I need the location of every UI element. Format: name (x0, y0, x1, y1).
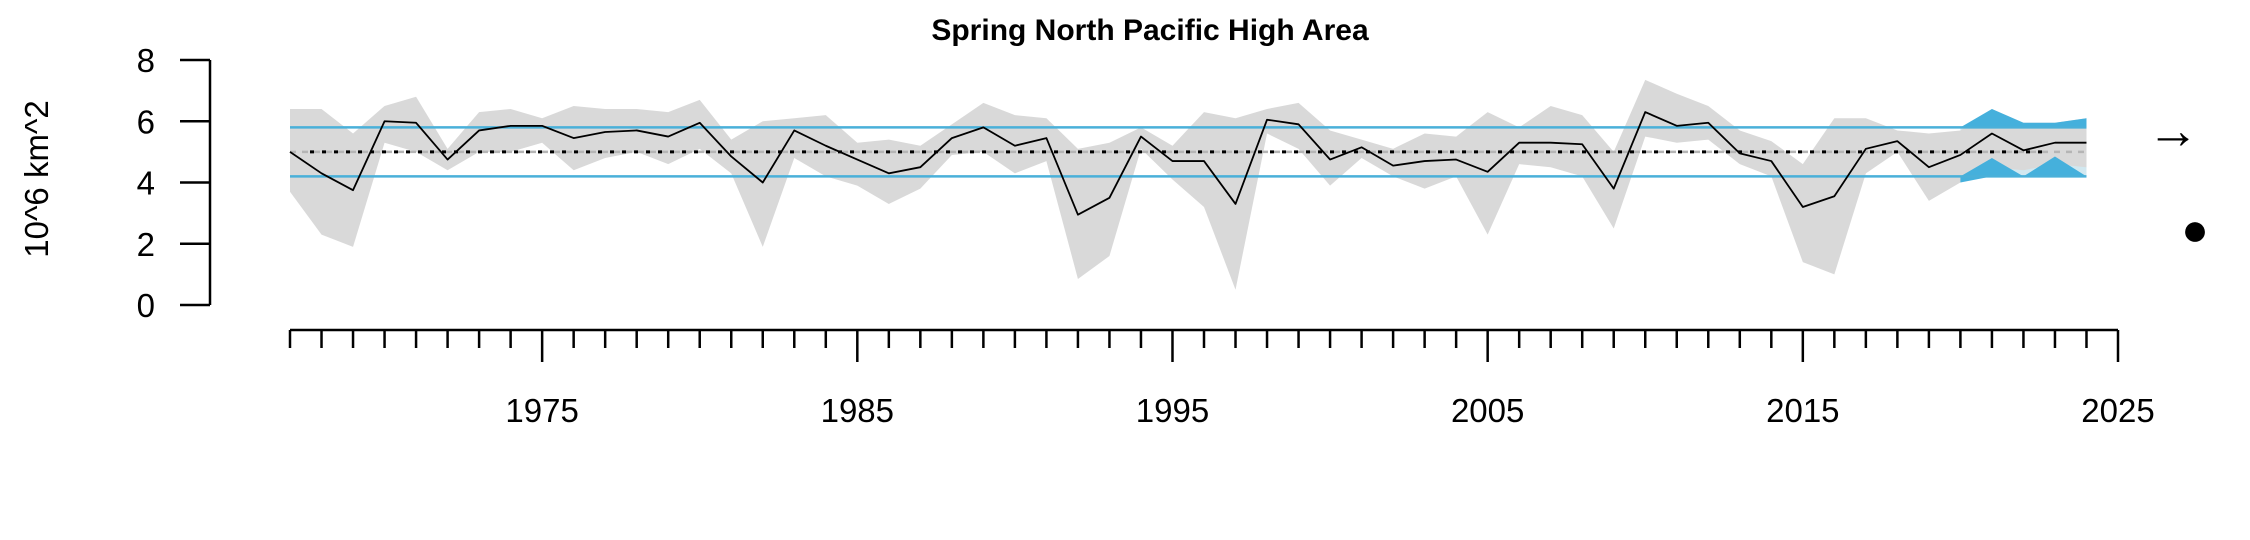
x-tick-label: 1995 (1136, 392, 1209, 429)
recent-above-sd (1960, 109, 2087, 128)
x-tick-label: 2005 (1451, 392, 1524, 429)
y-tick-label: 2 (137, 226, 155, 263)
y-axis-label: 10^6 km^2 (18, 100, 55, 258)
status-dot-icon: ● (2181, 203, 2209, 255)
chart-title: Spring North Pacific High Area (931, 14, 1369, 47)
trend-arrow-icon: → (2147, 102, 2199, 160)
uncertainty-band (290, 79, 2087, 290)
y-tick-label: 0 (137, 287, 155, 324)
x-tick-label: 2015 (1766, 392, 1839, 429)
plot-area (289, 79, 2087, 290)
y-tick-label: 4 (137, 165, 155, 202)
axes: 0 2 4 6 8 1975 1985 1995 2005 2015 2025 (137, 42, 2155, 429)
recent-fill-lower (1960, 156, 2087, 177)
y-tick-label: 6 (137, 103, 155, 140)
x-tick-label: 2025 (2081, 392, 2154, 429)
x-tick-label: 1985 (821, 392, 894, 429)
x-tick-label: 1975 (505, 392, 578, 429)
y-tick-label: 8 (137, 42, 155, 79)
series-line (289, 111, 2087, 216)
